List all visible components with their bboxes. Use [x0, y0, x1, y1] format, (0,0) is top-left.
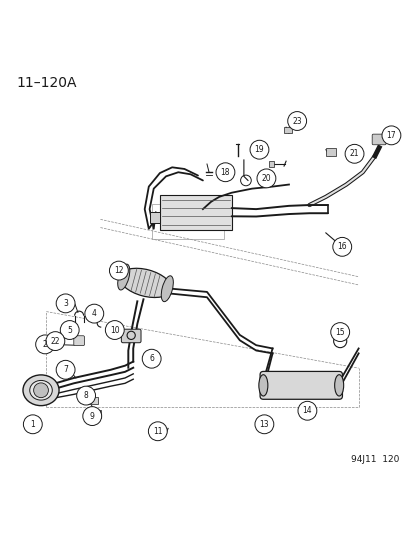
Circle shape — [332, 237, 351, 256]
FancyBboxPatch shape — [74, 336, 84, 345]
Circle shape — [344, 144, 363, 163]
Text: 19: 19 — [254, 145, 263, 154]
Text: 4: 4 — [92, 309, 97, 318]
Text: 15: 15 — [335, 328, 344, 336]
Ellipse shape — [258, 375, 267, 396]
Text: 3: 3 — [63, 299, 68, 308]
Circle shape — [85, 304, 104, 323]
Circle shape — [60, 320, 79, 340]
FancyBboxPatch shape — [371, 134, 385, 145]
Bar — [152, 204, 224, 239]
Text: 6: 6 — [149, 354, 154, 363]
FancyBboxPatch shape — [121, 329, 141, 343]
Circle shape — [46, 332, 64, 351]
Circle shape — [24, 415, 42, 434]
Text: 11–120A: 11–120A — [17, 76, 77, 90]
Circle shape — [142, 349, 161, 368]
Circle shape — [254, 415, 273, 434]
Text: 16: 16 — [337, 243, 346, 252]
Circle shape — [56, 294, 75, 313]
Ellipse shape — [53, 337, 60, 342]
Circle shape — [148, 422, 167, 441]
Text: 18: 18 — [220, 168, 230, 177]
Text: 2: 2 — [43, 340, 47, 349]
Bar — [149, 212, 159, 223]
Text: 12: 12 — [114, 266, 123, 275]
Circle shape — [56, 360, 75, 379]
Text: 20: 20 — [261, 174, 271, 183]
Text: 10: 10 — [110, 326, 119, 335]
Circle shape — [105, 320, 124, 340]
Circle shape — [256, 169, 275, 188]
FancyBboxPatch shape — [259, 372, 342, 399]
Bar — [86, 397, 98, 404]
Circle shape — [76, 386, 95, 405]
Bar — [283, 127, 292, 133]
Circle shape — [216, 163, 234, 182]
Circle shape — [287, 111, 306, 131]
Text: 1: 1 — [31, 420, 35, 429]
Text: 8: 8 — [83, 391, 88, 400]
Text: 9: 9 — [90, 411, 95, 421]
Text: 23: 23 — [292, 117, 301, 125]
Text: 11: 11 — [153, 427, 162, 436]
Circle shape — [33, 383, 48, 398]
Bar — [90, 410, 101, 418]
Ellipse shape — [117, 264, 129, 290]
Ellipse shape — [30, 381, 52, 400]
Text: 5: 5 — [67, 326, 72, 335]
Ellipse shape — [334, 375, 343, 396]
Text: 21: 21 — [349, 149, 358, 158]
Circle shape — [249, 140, 268, 159]
Ellipse shape — [23, 375, 59, 406]
Text: 13: 13 — [259, 420, 268, 429]
Text: 7: 7 — [63, 365, 68, 374]
Circle shape — [109, 261, 128, 280]
Circle shape — [381, 126, 400, 145]
Bar — [159, 195, 231, 230]
Circle shape — [297, 401, 316, 420]
Bar — [268, 161, 273, 166]
Text: 94J11  120: 94J11 120 — [350, 455, 399, 464]
Ellipse shape — [42, 339, 50, 345]
Circle shape — [83, 407, 102, 425]
Text: 14: 14 — [302, 406, 311, 415]
Circle shape — [36, 335, 55, 354]
Text: 22: 22 — [50, 337, 60, 345]
Ellipse shape — [119, 268, 171, 297]
Circle shape — [330, 322, 349, 342]
Ellipse shape — [161, 276, 173, 302]
Text: 17: 17 — [386, 131, 395, 140]
Bar — [325, 149, 335, 156]
